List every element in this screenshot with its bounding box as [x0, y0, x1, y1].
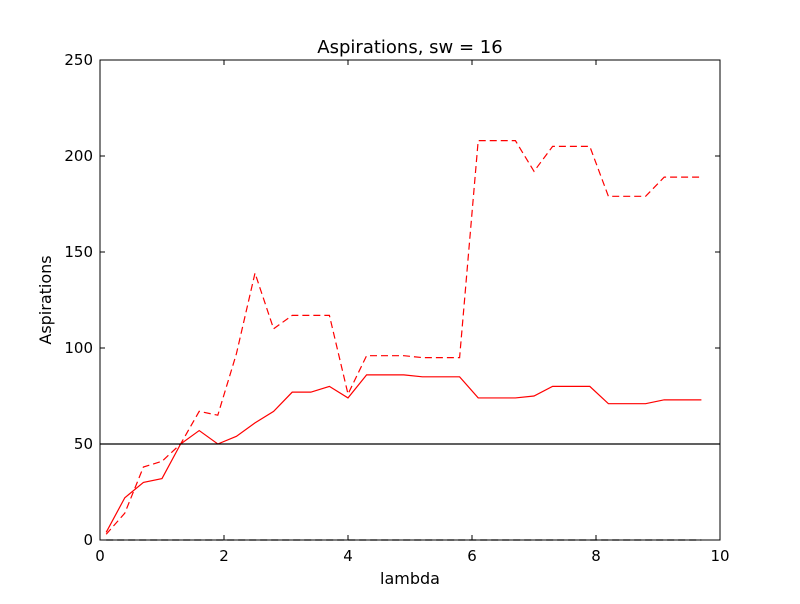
x-axis-label: lambda — [380, 569, 440, 588]
x-tick-label: 0 — [95, 547, 105, 565]
x-tick-label: 10 — [710, 547, 729, 565]
x-tick-label: 2 — [219, 547, 229, 565]
series-line-1 — [105, 374, 702, 533]
y-tick-label: 50 — [74, 435, 93, 453]
y-tick-label: 200 — [64, 147, 93, 165]
x-tick-label: 4 — [343, 547, 353, 565]
series-line-2 — [105, 140, 702, 535]
y-tick-label: 250 — [64, 51, 93, 69]
y-axis-label: Aspirations — [36, 255, 55, 344]
chart-title: Aspirations, sw = 16 — [317, 37, 502, 58]
x-tick-label: 6 — [467, 547, 477, 565]
y-tick-label: 0 — [83, 531, 93, 549]
y-tick-label: 100 — [64, 339, 93, 357]
x-tick-label: 8 — [591, 547, 601, 565]
axes-frame — [99, 59, 721, 541]
y-tick-label: 150 — [64, 243, 93, 261]
